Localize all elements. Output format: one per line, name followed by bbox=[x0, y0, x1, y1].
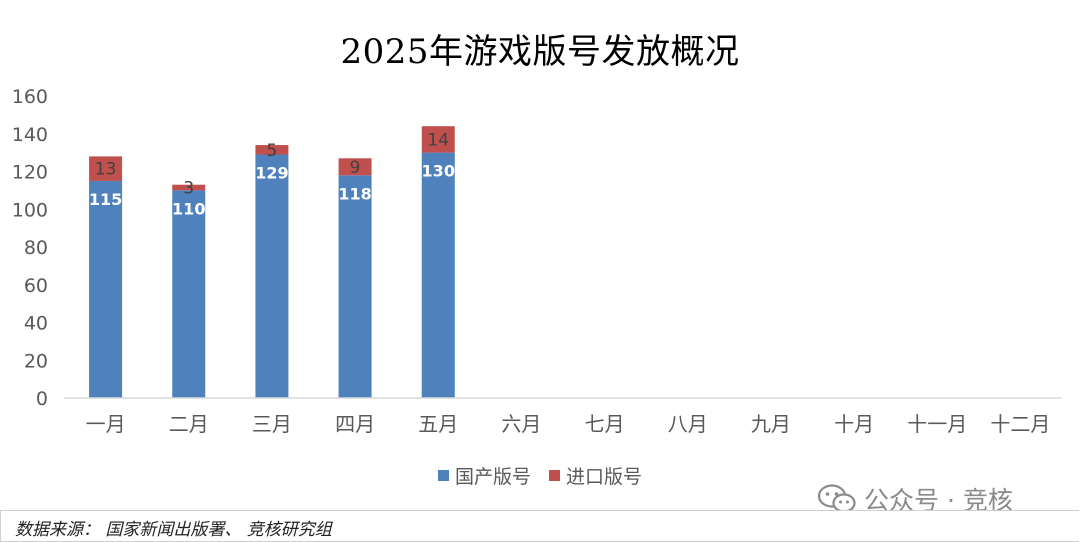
x-axis: 一月 二月 三月 四月 五月 六月 七月 八月 九月 十月 十一月 十二月 bbox=[64, 397, 1062, 436]
legend-item-domestic: 国产版号 bbox=[437, 462, 531, 489]
data-label-import: 14 bbox=[427, 130, 449, 150]
y-tick-label: 100 bbox=[12, 199, 48, 221]
chart-title: 2025年游戏版号发放概况 bbox=[340, 32, 740, 72]
bar-segment-import bbox=[338, 158, 372, 176]
x-tick-label: 十月 bbox=[834, 412, 874, 436]
data-label-import: 5 bbox=[267, 141, 278, 161]
x-tick-label: 十二月 bbox=[990, 412, 1050, 436]
legend: 国产版号 进口版号 bbox=[0, 462, 1080, 489]
wechat-icon bbox=[818, 484, 856, 513]
x-tick-label: 八月 bbox=[668, 412, 708, 436]
y-tick-label: 20 bbox=[24, 350, 48, 372]
data-label-domestic: 130 bbox=[422, 162, 455, 181]
x-tick-label: 四月 bbox=[335, 412, 375, 436]
x-tick-label: 二月 bbox=[169, 412, 209, 436]
legend-label-import: 进口版号 bbox=[566, 466, 643, 488]
x-tick-label: 一月 bbox=[86, 412, 126, 436]
data-label-import: 9 bbox=[350, 158, 361, 178]
y-tick-label: 120 bbox=[12, 162, 48, 184]
data-label-domestic: 110 bbox=[172, 199, 205, 218]
data-label-import: 3 bbox=[183, 179, 194, 199]
bar-segment-domestic bbox=[338, 175, 372, 398]
bar-segment-import bbox=[89, 156, 123, 181]
y-tick-label: 40 bbox=[24, 313, 48, 335]
y-tick-label: 60 bbox=[24, 275, 48, 297]
bar-segment-domestic bbox=[421, 152, 455, 398]
data-label-import: 13 bbox=[95, 160, 117, 180]
x-tick-label: 十一月 bbox=[907, 412, 967, 436]
y-axis: 0 20 40 60 80 100 120 140 160 bbox=[12, 86, 48, 410]
bar-segment-domestic bbox=[172, 190, 206, 398]
x-tick-label: 三月 bbox=[252, 412, 292, 436]
source-text: 数据来源： 国家新闻出版署、 竞核研究组 bbox=[15, 520, 332, 540]
source-bar: 数据来源： 国家新闻出版署、 竞核研究组 bbox=[0, 510, 1079, 542]
legend-swatch-import bbox=[549, 470, 561, 481]
y-tick-label: 160 bbox=[12, 86, 48, 108]
bar-segment-import bbox=[421, 126, 455, 153]
x-tick-label: 五月 bbox=[418, 412, 458, 436]
y-tick-label: 80 bbox=[24, 237, 48, 259]
bar-segment-import bbox=[172, 184, 206, 191]
y-tick-label: 0 bbox=[36, 388, 48, 410]
data-label-domestic: 118 bbox=[338, 184, 371, 203]
data-label-domestic: 129 bbox=[255, 164, 288, 183]
legend-label-domestic: 国产版号 bbox=[454, 466, 531, 488]
x-tick-label: 六月 bbox=[501, 412, 541, 436]
y-tick-label: 140 bbox=[12, 124, 48, 146]
bar-segment-import bbox=[255, 145, 289, 155]
x-tick-label: 七月 bbox=[585, 412, 625, 436]
legend-swatch-domestic bbox=[437, 470, 449, 481]
bar-segment-domestic bbox=[255, 154, 289, 398]
bar-segment-domestic bbox=[89, 180, 123, 398]
x-tick-label: 九月 bbox=[751, 412, 791, 436]
legend-item-import: 进口版号 bbox=[549, 462, 642, 489]
data-label-domestic: 115 bbox=[89, 190, 122, 209]
